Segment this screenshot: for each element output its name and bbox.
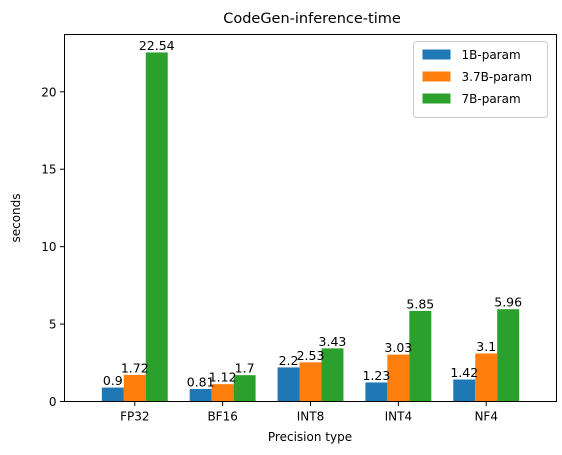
data-label: 1.42: [450, 365, 478, 380]
legend-label: 7B-param: [462, 92, 521, 106]
legend-label: 3.7B-param: [462, 70, 533, 84]
bar-int8-0: [277, 367, 300, 402]
bar-bf16-2: [233, 375, 256, 402]
legend-swatch: [422, 49, 451, 60]
x-tick-label: BF16: [207, 410, 237, 424]
plot-frame: [64, 34, 557, 402]
legend-swatch: [422, 93, 451, 104]
bar-nf4-0: [453, 379, 476, 402]
data-label: 2.2: [279, 353, 299, 368]
y-tick-label: 10: [41, 240, 56, 254]
data-labels-group: 0.9 0.81 2.2 1.23 1.42 1.72 1.12 2.53 3.03 3.1 22.…: [103, 38, 522, 389]
data-label: 1.7: [235, 361, 255, 376]
bar-bf16-1: [211, 384, 234, 402]
data-label: 3.03: [384, 340, 412, 355]
data-label: 3.1: [476, 339, 496, 354]
data-label: 2.53: [297, 348, 325, 363]
x-axis-label: Precision type: [268, 430, 352, 444]
bars-group: [101, 52, 520, 402]
legend: 1B-param 3.7B-param 7B-param: [413, 41, 548, 118]
x-tick-label: FP32: [120, 410, 149, 424]
bar-fp32-2: [145, 52, 168, 402]
data-label: 22.54: [139, 38, 175, 53]
bar-fp32-1: [123, 374, 146, 402]
data-label: 3.43: [319, 334, 347, 349]
data-label: 0.81: [187, 374, 215, 389]
bar-nf4-1: [475, 353, 498, 402]
bar-fp32-0: [101, 387, 124, 402]
y-tick-label: 20: [41, 85, 56, 99]
chart-title: CodeGen-inference-time: [223, 11, 401, 27]
x-tick-label: INT8: [297, 410, 324, 424]
data-label: 1.23: [362, 368, 390, 383]
data-label: 5.85: [406, 296, 434, 311]
y-tick-label: 15: [41, 163, 56, 177]
bar-int8-2: [321, 348, 344, 402]
legend-label: 1B-param: [462, 48, 521, 62]
bar-int4-1: [387, 354, 410, 402]
data-label: 1.12: [209, 370, 237, 385]
bar-int4-0: [365, 382, 388, 402]
x-tick-label: INT4: [385, 410, 412, 424]
y-axis: 0 5 10 15 20: [41, 85, 65, 409]
bar-int8-1: [299, 362, 322, 402]
y-axis-label: seconds: [9, 193, 23, 242]
legend-swatch: [422, 71, 451, 82]
bar-nf4-2: [497, 309, 520, 402]
x-tick-label: NF4: [474, 410, 498, 424]
data-label: 1.72: [121, 360, 149, 375]
y-tick-label: 5: [49, 318, 57, 332]
bar-int4-2: [409, 310, 432, 402]
x-axis: FP32 BF16 INT8 INT4 NF4: [120, 401, 498, 424]
bar-bf16-0: [189, 388, 212, 402]
y-tick-label: 0: [49, 395, 57, 409]
data-label: 5.96: [494, 295, 522, 310]
data-label: 0.9: [103, 373, 123, 388]
